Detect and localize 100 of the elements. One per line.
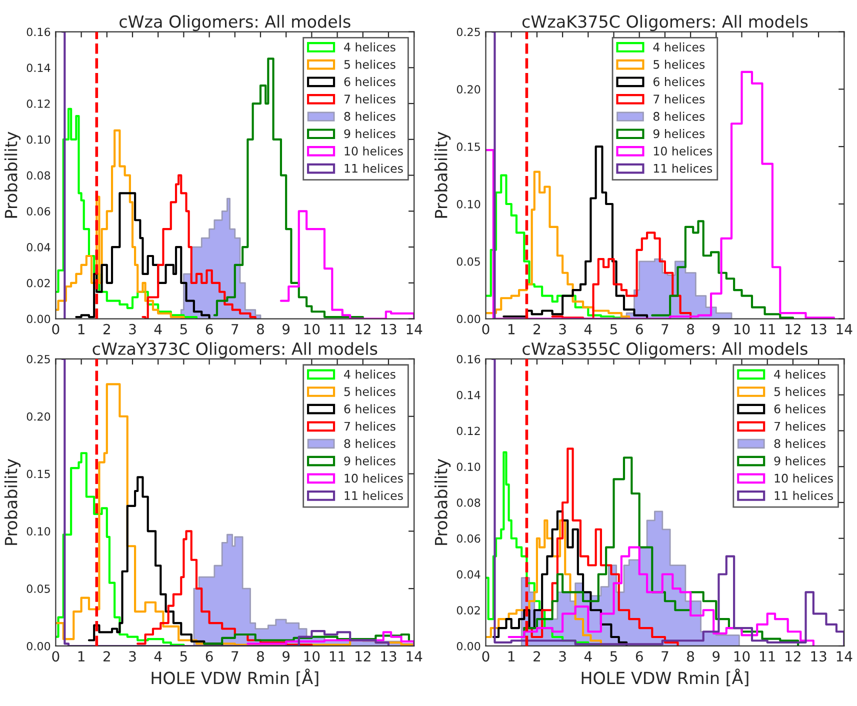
y-tick-label: 0.25	[456, 28, 480, 36]
x-tick-label: 12	[356, 324, 370, 334]
y-tick-label: 0.08	[26, 171, 50, 180]
x-tick-label: 1	[78, 324, 84, 334]
x-tick-label: 5	[610, 324, 617, 334]
y-axis-title: Probability	[4, 458, 21, 545]
x-tick-label: 2	[104, 324, 110, 334]
x-tick-label: 1	[78, 651, 84, 662]
y-tick-label: 0.20	[456, 85, 480, 94]
x-tick-label: 4	[154, 324, 162, 334]
x-tick-label: 5	[180, 651, 187, 662]
y-tick-label: 0.05	[26, 584, 50, 593]
x-tick-label: 3	[129, 651, 136, 662]
y-tick-label: 0.12	[26, 100, 50, 108]
y-axis-title: Probability	[434, 132, 451, 218]
x-tick-label: 8	[687, 651, 694, 662]
x-tick-label: 0	[482, 324, 490, 334]
legend-label: 10 helices	[654, 146, 712, 156]
y-tick-label: 0.10	[26, 527, 50, 536]
x-tick-label: 9	[712, 324, 720, 334]
y-tick-label: 0.00	[26, 314, 50, 324]
x-tick-label: 3	[129, 324, 136, 334]
y-axis-title: Probability	[434, 458, 451, 545]
x-tick-label: 11	[330, 651, 345, 662]
x-tick-label: 7	[662, 651, 668, 662]
x-tick-label: 13	[381, 324, 396, 334]
y-tick-label: 0.10	[456, 462, 480, 471]
legend-label: 10 helices	[774, 474, 833, 483]
y-tick-label: 0.16	[26, 28, 50, 36]
x-tick-label: 5	[610, 651, 617, 662]
legend-label: 9 helices	[344, 456, 396, 466]
legend-label: 9 helices	[653, 129, 705, 138]
x-tick-label: 6	[206, 324, 213, 334]
x-tick-label: 10	[734, 324, 750, 334]
x-tick-label: 11	[760, 324, 775, 334]
y-tick-label: 0.06	[456, 534, 480, 543]
y-tick-label: 0.08	[456, 498, 480, 507]
legend-label: 6 helices	[774, 404, 826, 414]
x-tick-label: 0	[52, 651, 60, 662]
x-tick-label: 0	[52, 324, 60, 334]
x-tick-label: 10	[304, 651, 320, 662]
x-tick-label: 6	[636, 324, 643, 334]
x-tick-label: 10	[734, 651, 750, 662]
legend-label: 9 helices	[344, 129, 396, 138]
legend-label: 6 helices	[653, 77, 705, 86]
y-tick-label: 0.02	[456, 606, 480, 614]
y-tick-label: 0.12	[456, 426, 480, 436]
chart-title: cWzaY373C Oligomers: All models	[92, 342, 378, 358]
x-axis-title: HOLE VDW Rmin [Å]	[582, 668, 748, 686]
x-tick-label: 12	[356, 651, 370, 662]
y-tick-label: 0.15	[26, 470, 50, 478]
y-tick-label: 0.00	[456, 642, 480, 650]
x-tick-label: 13	[811, 324, 826, 334]
y-tick-label: 0.14	[456, 390, 480, 400]
legend-label: 8 helices	[344, 438, 396, 448]
x-tick-label: 3	[559, 324, 566, 334]
y-tick-label: 0.10	[26, 135, 50, 144]
legend-label: 5 helices	[654, 60, 705, 69]
x-axis-title: HOLE VDW Rmin [Å]	[152, 668, 318, 686]
y-tick-label: 0.05	[456, 257, 480, 266]
x-tick-label: 13	[811, 651, 826, 662]
x-tick-label: 7	[662, 324, 668, 334]
y-tick-label: 0.04	[456, 570, 480, 579]
x-tick-label: 14	[406, 324, 422, 334]
x-tick-label: 2	[104, 651, 110, 662]
x-tick-label: 4	[584, 324, 592, 334]
legend-label: 11 helices	[654, 164, 712, 173]
y-tick-label: 0.16	[456, 354, 480, 364]
legend-label: 5 helices	[344, 60, 396, 69]
x-tick-label: 12	[786, 324, 800, 334]
legend-label: 5 helices	[774, 386, 826, 396]
x-tick-label: 12	[786, 651, 800, 662]
x-tick-label: 8	[257, 651, 264, 662]
x-tick-label: 4	[154, 651, 162, 662]
y-axis-title: Probability	[4, 132, 21, 218]
x-tick-label: 9	[282, 651, 290, 662]
x-tick-label: 2	[534, 651, 540, 662]
x-tick-label: 7	[232, 324, 238, 334]
x-tick-label: 14	[836, 651, 852, 662]
legend-label: 8 helices	[774, 438, 826, 448]
y-tick-label: 0.14	[26, 64, 50, 72]
legend-label: 4 helices	[653, 42, 705, 52]
x-tick-label: 8	[687, 324, 694, 334]
x-tick-label: 0	[482, 651, 490, 662]
x-tick-label: 5	[180, 324, 187, 334]
y-tick-label: 0.00	[456, 314, 480, 324]
x-tick-label: 14	[836, 324, 852, 334]
legend-label: 5 helices	[344, 386, 396, 396]
x-tick-label: 11	[760, 651, 775, 662]
legend-label: 11 helices	[344, 164, 403, 173]
x-tick-label: 14	[406, 651, 422, 662]
chart-title: cWzaK375C Oligomers: All models	[522, 14, 808, 32]
chart-title: cWzaS355C Oligomers: All models	[522, 342, 808, 358]
x-tick-label: 7	[232, 651, 238, 662]
chart-title: cWza Oligomers: All models	[120, 14, 350, 32]
y-tick-label: 0.04	[26, 243, 50, 252]
legend-label: 7 helices	[774, 422, 826, 431]
x-tick-label: 1	[508, 324, 514, 334]
legend-label: 7 helices	[344, 94, 396, 104]
legend-label: 10 helices	[344, 474, 403, 483]
